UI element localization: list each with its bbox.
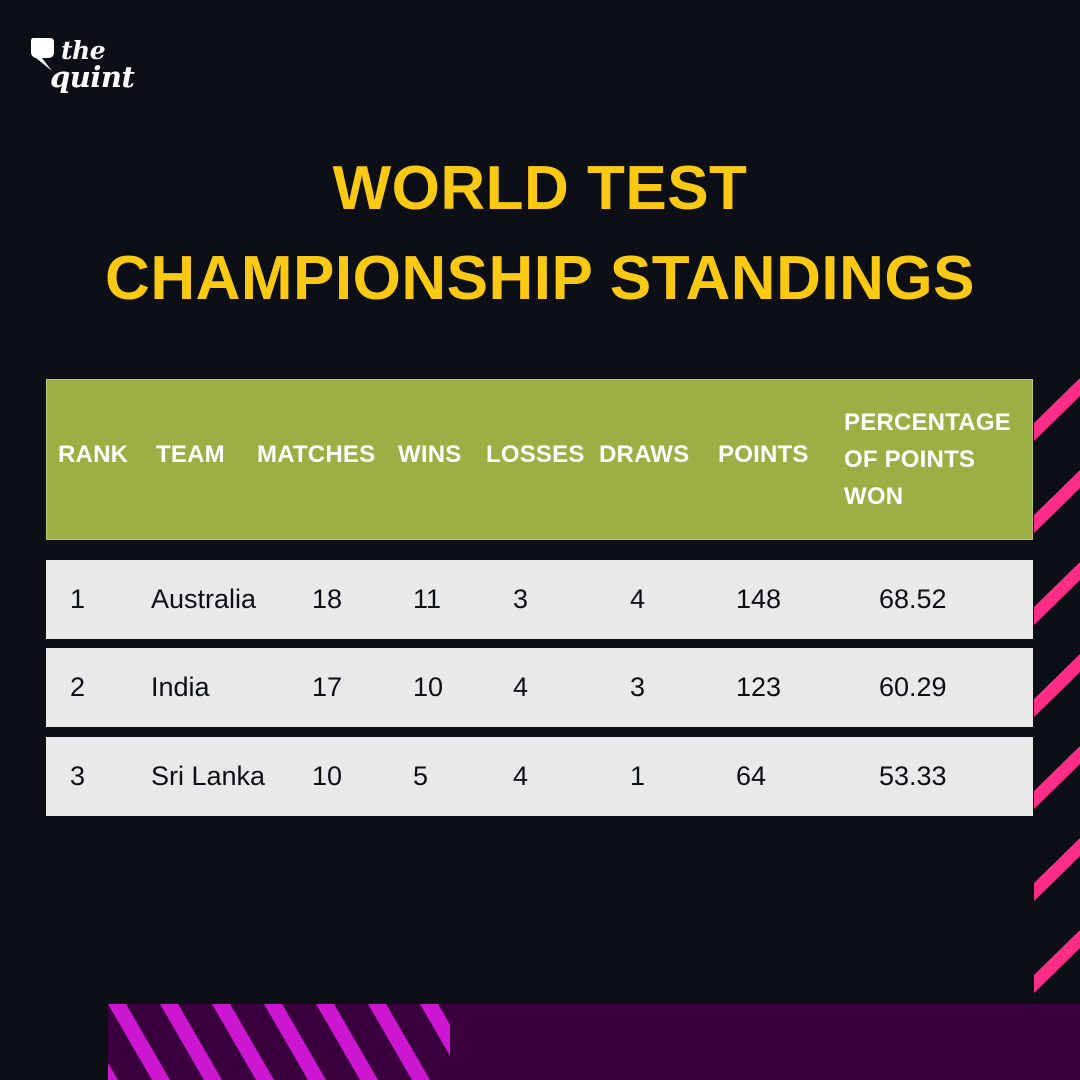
header-matches: MATCHES [257, 441, 376, 468]
cell-team: India [151, 672, 210, 702]
cell-matches: 18 [312, 584, 343, 614]
cell-matches: 17 [312, 672, 343, 702]
speech-bubble-icon [31, 38, 54, 71]
table-row: 1 Australia 18 11 3 4 148 68.52 [46, 560, 1033, 639]
cell-percentage: 53.33 [879, 761, 947, 791]
standings-table: RANK TEAM MATCHES WINS LOSSES DRAWS POIN… [46, 379, 1033, 816]
cell-losses: 4 [513, 672, 529, 702]
cell-points: 64 [736, 761, 767, 791]
table-header: RANK TEAM MATCHES WINS LOSSES DRAWS POIN… [46, 379, 1033, 540]
cell-rank: 2 [70, 672, 86, 702]
cell-rank: 1 [70, 584, 86, 614]
header-rank: RANK [58, 441, 129, 468]
purple-band-decoration [108, 1004, 1080, 1080]
table-row: 3 Sri Lanka 10 5 4 1 64 53.33 [46, 737, 1033, 816]
cell-losses: 3 [513, 584, 529, 614]
cell-team: Australia [151, 584, 257, 614]
header-wins: WINS [398, 441, 462, 468]
logo-text-quint: quint [50, 60, 135, 94]
cell-wins: 10 [413, 672, 444, 702]
page-title: WORLD TEST CHAMPIONSHIP STANDINGS [0, 144, 1080, 324]
cell-draws: 4 [630, 584, 646, 614]
magenta-stripes-decoration [108, 1004, 450, 1080]
cell-percentage: 68.52 [879, 584, 947, 614]
table-row: 2 India 17 10 4 3 123 60.29 [46, 648, 1033, 727]
header-percentage-line-1: PERCENTAGE [844, 409, 1011, 436]
header-points: POINTS [718, 441, 809, 468]
title-line-1: WORLD TEST [332, 154, 748, 223]
cell-rank: 3 [70, 761, 86, 791]
the-quint-logo: the quint [28, 34, 138, 104]
cell-matches: 10 [312, 761, 343, 791]
cell-points: 148 [736, 584, 782, 614]
header-team: TEAM [156, 441, 225, 468]
logo-text-the: the [61, 36, 106, 65]
cell-wins: 11 [413, 584, 442, 614]
header-losses: LOSSES [486, 441, 585, 468]
cell-losses: 4 [513, 761, 529, 791]
header-percentage: PERCENTAGE OF POINTS WON [844, 404, 1029, 515]
cell-wins: 5 [413, 761, 429, 791]
cell-draws: 3 [630, 672, 646, 702]
cell-draws: 1 [630, 761, 646, 791]
cell-percentage: 60.29 [879, 672, 947, 702]
title-line-2: CHAMPIONSHIP STANDINGS [105, 244, 975, 313]
cell-team: Sri Lanka [151, 761, 266, 791]
header-percentage-line-2: OF POINTS [844, 446, 976, 473]
header-draws: DRAWS [599, 441, 690, 468]
header-percentage-line-3: WON [844, 483, 904, 510]
pink-stripes-decoration [1034, 378, 1080, 993]
cell-points: 123 [736, 672, 782, 702]
